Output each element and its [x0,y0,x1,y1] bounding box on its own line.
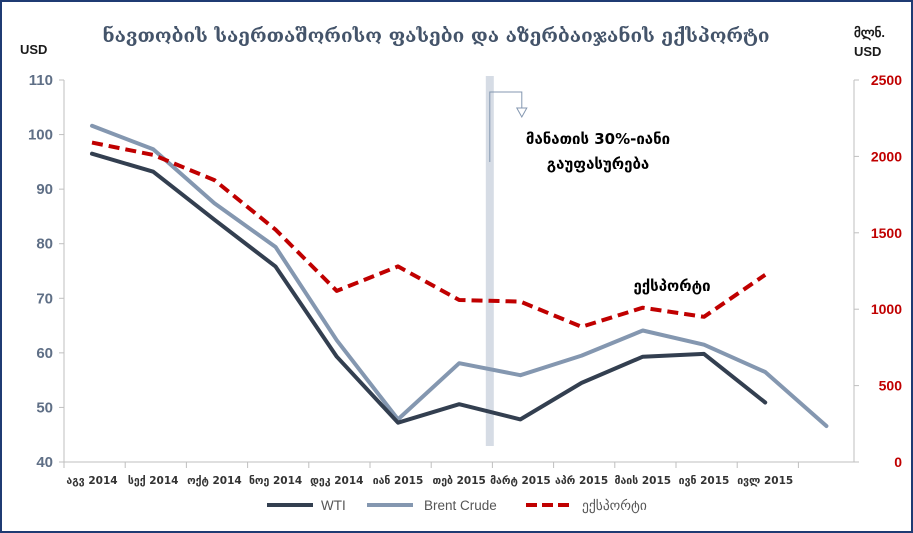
right-tick-label: 0 [894,454,902,470]
right-axis-unit-line1: მლნ. [854,25,885,41]
x-tick-label: ივლ 2015 [737,475,793,487]
axes-layer: 40 50 60 70 80 90 100 110 0 500 1000 1500 2000 2500 აგ… [28,72,902,487]
right-tick-label: 1500 [871,225,902,241]
left-tick-label: 100 [28,127,53,144]
left-tick-label: 90 [36,181,53,198]
annotation-leader-line [489,91,523,162]
x-tick-label: იან 2015 [373,475,424,487]
right-axis-unit-line2: USD [854,44,881,59]
x-tick-label: მარტ 2015 [490,475,551,487]
x-tick-label: მაის 2015 [615,475,672,487]
left-tick-label: 80 [36,236,53,253]
right-tick-label: 2500 [871,72,902,88]
left-tick-label: 70 [36,290,53,307]
devaluation-band [485,76,494,446]
x-tick-label: დეკ 2014 [310,475,363,487]
x-tick-label: სექ 2014 [128,475,179,487]
annotation-arrow-icon [515,107,528,119]
devaluation-annotation-line1: მანათის 30%-იანი [526,130,670,148]
series-line-ექსპორტი [91,140,767,329]
x-tick-label: აპრ 2015 [555,475,608,487]
series-layer [90,123,829,428]
export-series-label: ექსპორტი [633,277,710,295]
series-line-brent-crude [90,123,829,428]
annotation-layer: მანათის 30%-იანი გაუფასურება ექსპორტი [526,130,711,295]
x-tick-label: ნოე 2014 [249,475,302,487]
right-tick-label: 500 [879,378,903,394]
legend-label: Brent Crude [424,498,497,513]
chart-svg: ნავთობის საერთაშორისო ფასები და აზერბაიჯ… [20,24,902,514]
left-axis-unit: USD [20,42,47,57]
x-tick-label: აგვ 2014 [66,475,117,487]
series-line-wti [90,151,768,425]
x-tick-label: ოქტ 2014 [187,475,242,487]
event-band-layer [485,76,528,446]
legend: WTI Brent Crude ექსპორტი [267,498,647,514]
left-tick-label: 50 [36,399,53,416]
chart-title: ნავთობის საერთაშორისო ფასები და აზერბაიჯ… [102,24,769,47]
left-tick-label: 110 [29,72,53,89]
left-tick-label: 60 [36,345,53,362]
x-tick-label: თებ 2015 [433,475,486,487]
devaluation-annotation-line2: გაუფასურება [547,155,649,173]
legend-label: WTI [321,498,346,513]
right-tick-label: 1000 [871,301,902,317]
legend-label: ექსპორტი [582,498,647,514]
x-tick-label: ივნ 2015 [679,475,730,487]
left-tick-label: 40 [36,454,53,471]
right-tick-label: 2000 [871,148,902,164]
